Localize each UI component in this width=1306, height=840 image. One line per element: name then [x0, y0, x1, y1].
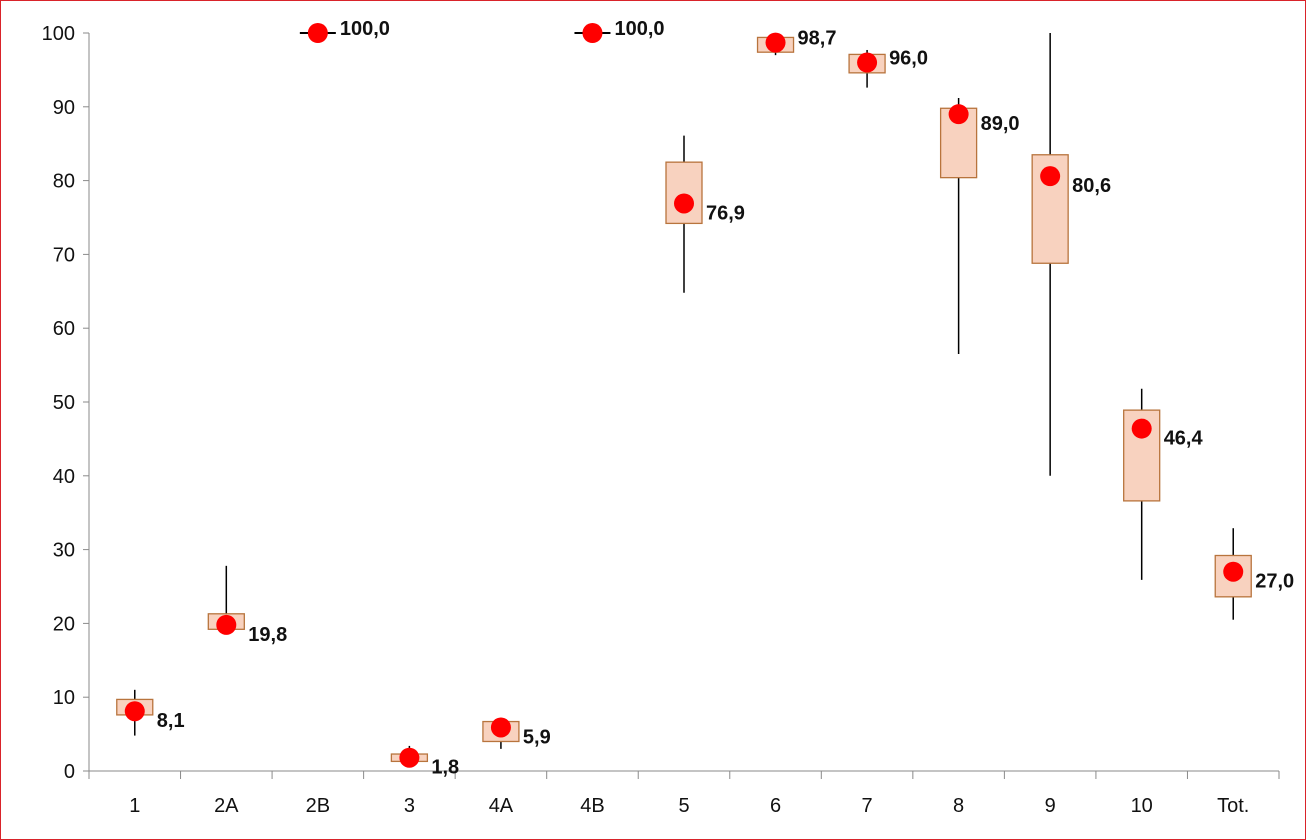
x-tick-label: 4B [580, 795, 604, 817]
data-label: 1,8 [431, 757, 459, 779]
data-label: 5,9 [523, 726, 551, 748]
value-marker [857, 52, 878, 73]
value-marker [1131, 418, 1152, 439]
x-tick-label: 6 [770, 795, 781, 817]
y-tick-label: 60 [53, 318, 75, 340]
data-label: 80,6 [1072, 175, 1111, 197]
data-label: 8,1 [157, 710, 185, 732]
value-marker [948, 104, 969, 125]
x-tick-label: 4A [489, 795, 514, 817]
y-tick-label: 10 [53, 687, 75, 709]
value-marker [216, 614, 237, 635]
value-marker [1040, 166, 1061, 187]
x-tick-label: 5 [678, 795, 689, 817]
y-tick-label: 90 [53, 97, 75, 119]
value-marker [674, 193, 694, 214]
data-label: 76,9 [706, 202, 745, 224]
x-tick-label: 7 [862, 795, 873, 817]
boxes [116, 23, 1252, 768]
x-tick-label: 3 [404, 795, 415, 817]
data-label: 98,7 [798, 28, 837, 50]
y-tick-label: 100 [42, 23, 75, 45]
x-tick-label: 9 [1045, 795, 1056, 817]
y-tick-label: 0 [64, 761, 75, 783]
y-tick-label: 20 [53, 613, 75, 635]
y-tick-label: 40 [53, 466, 75, 488]
value-marker [124, 701, 145, 722]
x-tick-label: 10 [1131, 795, 1153, 817]
data-label: 100,0 [340, 18, 390, 40]
x-tick-label: 2B [306, 795, 330, 817]
labels: 8,1 19,8 100,0 1,8 5,9 100,0 76,9 98,7 96,0 89,0 8… [157, 18, 1294, 779]
data-label: 19,8 [248, 624, 287, 646]
data-label: 96,0 [889, 48, 928, 70]
y-tick-label: 30 [53, 540, 75, 562]
data-label: 89,0 [981, 113, 1020, 135]
x-tick-label: 1 [129, 795, 140, 817]
y-tick-label: 80 [53, 171, 75, 193]
axes: 0 10 20 30 40 50 60 70 80 90 100 1 2A 2B 3 4A 4B 5 6 7 8 9 10 T… [42, 23, 1280, 817]
value-marker [765, 32, 786, 53]
box-rect [665, 161, 703, 225]
data-label: 46,4 [1164, 428, 1204, 450]
y-tick-label: 70 [53, 244, 75, 266]
x-tick-label: 8 [953, 795, 964, 817]
data-label: 100,0 [614, 18, 664, 40]
value-marker [399, 747, 420, 768]
value-marker [1223, 561, 1244, 582]
value-marker [582, 23, 603, 43]
x-tick-label: Tot. [1217, 795, 1249, 817]
value-marker [307, 23, 328, 43]
data-label: 27,0 [1255, 571, 1294, 593]
y-tick-label: 50 [53, 392, 75, 414]
x-tick-label: 2A [214, 795, 239, 817]
value-marker [490, 717, 511, 738]
